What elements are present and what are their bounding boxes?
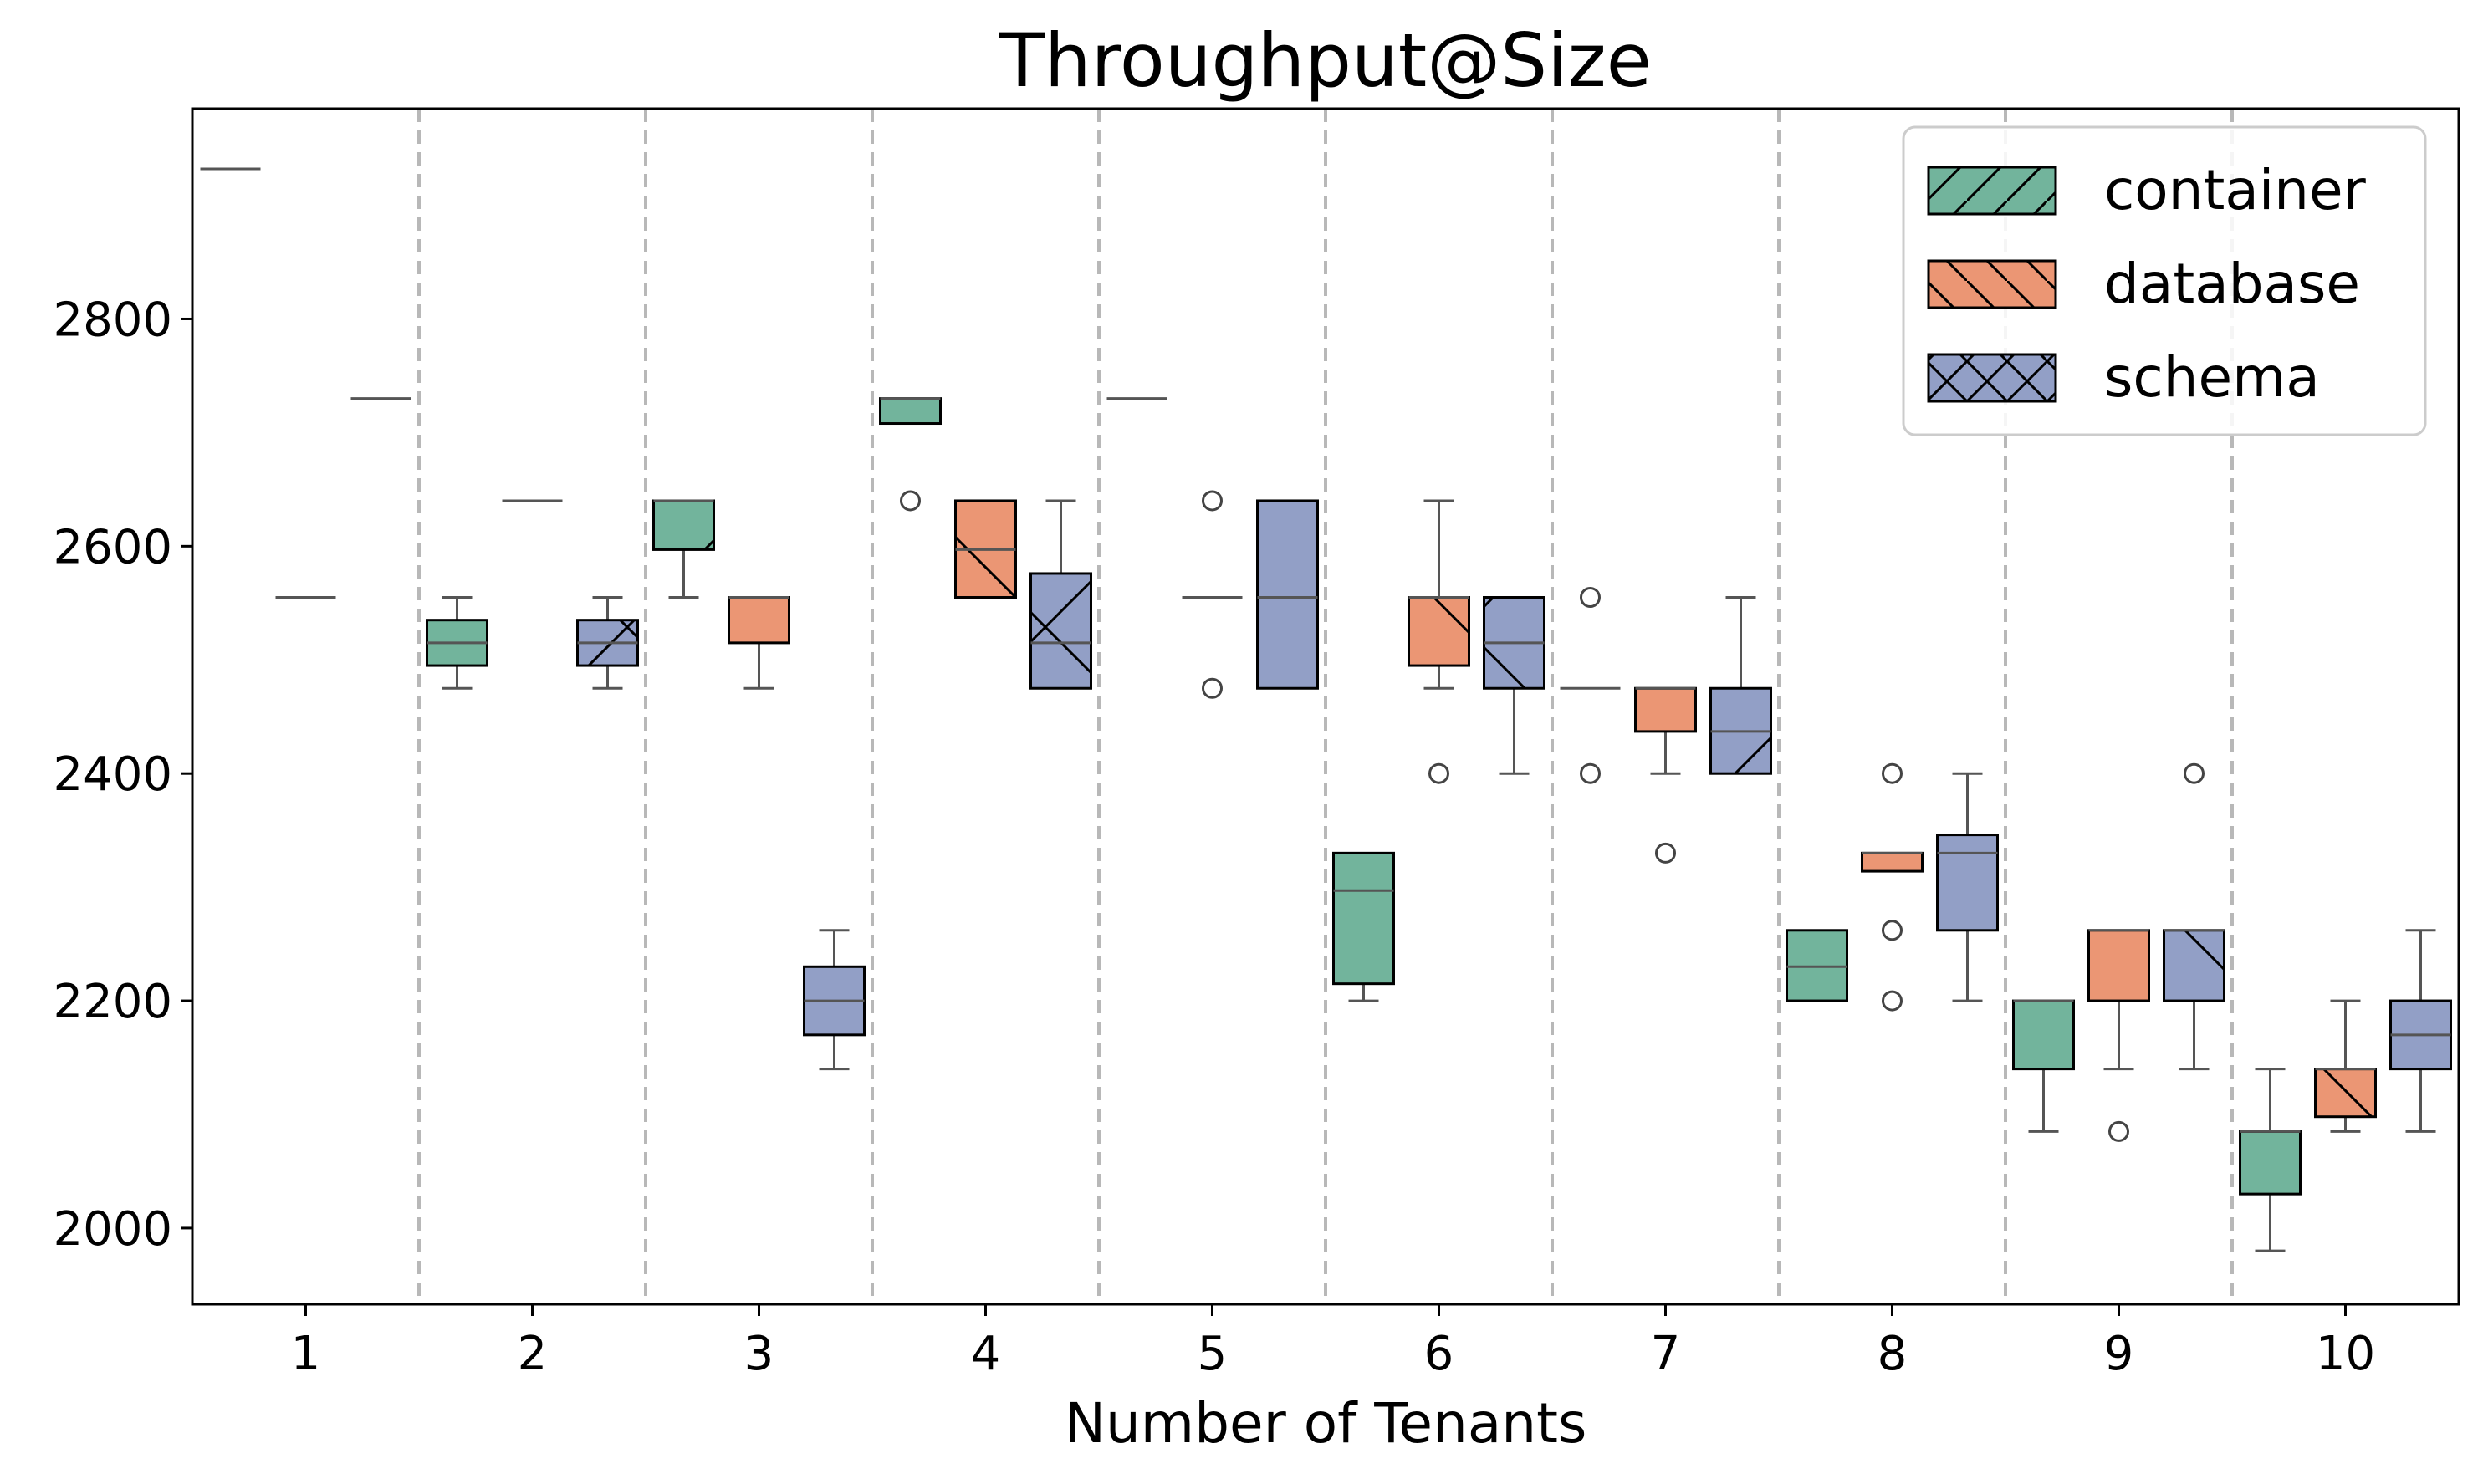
- container-box: [1332, 851, 1395, 1002]
- outlier-point: [1202, 677, 1223, 699]
- container-box: [879, 397, 942, 512]
- schema-box: [803, 929, 866, 1071]
- box-outline: [1256, 499, 1319, 690]
- database-box: [2314, 999, 2377, 1133]
- schema-box: [2163, 762, 2225, 1071]
- schema-box: [2389, 929, 2452, 1133]
- database-box: [1182, 490, 1243, 699]
- box-outline: [879, 397, 942, 426]
- x-tick-label: 6: [1424, 1327, 1454, 1381]
- x-tick-label: 7: [1651, 1327, 1681, 1381]
- database-box: [1861, 762, 1924, 1012]
- schema-box: [576, 596, 639, 690]
- container-box: [2239, 1068, 2302, 1252]
- schema-box: [1256, 499, 1319, 690]
- box-outline: [1861, 851, 1924, 873]
- container-box: [652, 499, 715, 599]
- box-outline: [1634, 686, 1697, 733]
- database-box: [728, 596, 790, 690]
- x-tick-label: 10: [2316, 1327, 2375, 1381]
- y-tick-label: 2400: [53, 747, 172, 802]
- box-outline: [1936, 834, 1999, 932]
- container-box: [1786, 929, 1848, 1002]
- box-outline: [2314, 1068, 2377, 1119]
- outlier-point: [1580, 762, 1601, 784]
- box-outline: [2087, 929, 2150, 1002]
- outlier-point: [1882, 920, 1903, 941]
- outlier-point: [2184, 762, 2205, 784]
- database-box: [1634, 686, 1697, 864]
- outlier-point: [1580, 587, 1601, 609]
- x-tick-label: 9: [2104, 1327, 2134, 1381]
- schema-box: [1709, 596, 1772, 775]
- outlier-point: [1428, 762, 1449, 784]
- container-box: [1560, 587, 1621, 784]
- outlier-point: [1882, 990, 1903, 1012]
- x-tick-label: 8: [1878, 1327, 1908, 1381]
- database-box: [1408, 499, 1470, 784]
- x-axis-label: Number of Tenants: [1065, 1391, 1587, 1456]
- box-outline: [728, 596, 790, 645]
- legend-swatch-outline: [1927, 353, 2057, 403]
- legend-label-schema: schema: [2104, 345, 2320, 410]
- x-tick-label: 1: [291, 1327, 321, 1381]
- plot-frame: [191, 107, 2460, 1306]
- y-tick-label: 2800: [53, 293, 172, 347]
- box-outline: [1408, 596, 1470, 667]
- y-axis: 2000 2200 2400 2600 2800: [53, 293, 192, 1257]
- legend-swatch-outline: [1927, 166, 2057, 216]
- container-box: [2012, 999, 2075, 1133]
- database-box: [954, 499, 1017, 599]
- box-outline: [1332, 851, 1395, 986]
- outlier-point: [900, 490, 921, 512]
- legend-swatch-outline: [1927, 259, 2057, 309]
- container-box: [426, 596, 488, 690]
- database-box: [2087, 929, 2150, 1142]
- legend: container database schema: [1902, 125, 2427, 436]
- schema-box: [1483, 596, 1545, 775]
- y-tick-label: 2000: [53, 1202, 172, 1257]
- outlier-point: [2108, 1120, 2129, 1142]
- y-tick-label: 2600: [53, 520, 172, 574]
- box-outline: [652, 499, 715, 551]
- outlier-point: [1655, 842, 1676, 864]
- x-tick-label: 4: [971, 1327, 1001, 1381]
- outlier-point: [1882, 762, 1903, 784]
- legend-label-container: container: [2104, 158, 2367, 222]
- chart-title: Throughput@Size: [999, 18, 1652, 104]
- x-tick-label: 2: [518, 1327, 548, 1381]
- x-tick-label: 5: [1198, 1327, 1228, 1381]
- box-outline: [2163, 929, 2225, 1002]
- box-outline: [2012, 999, 2075, 1071]
- schema-box: [1029, 499, 1092, 690]
- box-series: [200, 167, 2452, 1252]
- box-outline: [2239, 1130, 2302, 1196]
- legend-label-database: database: [2104, 252, 2360, 316]
- box-outline: [1029, 572, 1092, 690]
- x-axis: 1 2 3 4 5 6 7 8 9 10: [291, 1304, 2375, 1381]
- y-tick-label: 2200: [53, 975, 172, 1029]
- schema-box: [1936, 772, 1999, 1002]
- x-tick-label: 3: [744, 1327, 774, 1381]
- outlier-point: [1202, 490, 1223, 512]
